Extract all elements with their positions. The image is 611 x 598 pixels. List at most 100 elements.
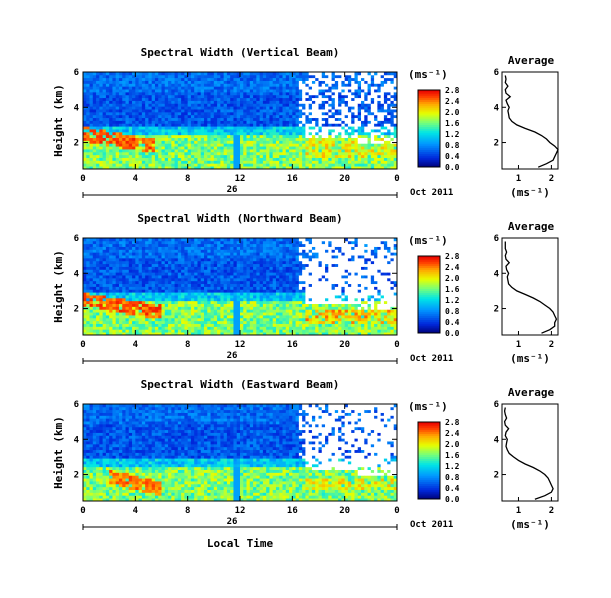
heatmap-cell bbox=[370, 100, 375, 104]
heatmap-cell bbox=[223, 114, 228, 119]
heatmap-cell bbox=[230, 103, 234, 107]
heatmap-cell bbox=[200, 143, 205, 147]
heatmap-cell bbox=[200, 323, 205, 327]
heatmap-cell bbox=[102, 272, 107, 276]
heatmap-cell bbox=[158, 263, 162, 267]
heatmap-cell bbox=[305, 163, 310, 167]
heatmap-cell bbox=[374, 109, 378, 113]
heatmap-cell bbox=[240, 106, 244, 110]
heatmap-cell bbox=[200, 140, 205, 144]
heatmap-cell bbox=[158, 131, 162, 136]
heatmap-cell bbox=[168, 94, 172, 99]
heatmap-cell bbox=[105, 106, 110, 110]
heatmap-cell bbox=[217, 166, 221, 170]
heatmap-cell bbox=[125, 149, 130, 153]
heatmap-cell bbox=[253, 97, 257, 101]
heatmap-cell bbox=[328, 166, 332, 170]
heatmap-cell bbox=[236, 312, 241, 316]
heatmap-cell bbox=[187, 80, 192, 84]
heatmap-cell bbox=[311, 74, 316, 79]
heatmap-cell bbox=[338, 143, 342, 147]
heatmap-cell bbox=[174, 131, 179, 136]
heatmap-cell bbox=[96, 286, 100, 290]
heatmap-cell bbox=[174, 129, 179, 133]
heatmap-cell bbox=[99, 109, 104, 113]
heatmap-cell bbox=[210, 252, 215, 256]
heatmap-cell bbox=[194, 143, 198, 147]
heatmap-cell bbox=[122, 332, 126, 336]
heatmap-cell bbox=[328, 129, 332, 133]
heatmap-cell bbox=[168, 272, 172, 276]
heatmap-cell bbox=[181, 123, 185, 127]
heatmap-cell bbox=[86, 255, 90, 259]
heatmap-cell bbox=[181, 126, 185, 130]
heatmap-cell bbox=[105, 243, 110, 247]
heatmap-cell bbox=[347, 126, 352, 130]
heatmap-cell bbox=[295, 120, 300, 124]
heatmap-cell bbox=[197, 295, 202, 299]
heatmap-cell bbox=[109, 280, 113, 285]
heatmap-cell bbox=[125, 163, 130, 167]
heatmap-cell bbox=[184, 143, 189, 147]
heatmap-cell bbox=[187, 103, 192, 107]
heatmap-cell bbox=[194, 80, 198, 84]
heatmap-cell bbox=[197, 246, 202, 250]
heatmap-cell bbox=[213, 94, 218, 99]
heatmap-cell bbox=[122, 97, 126, 101]
heatmap-cell bbox=[190, 275, 195, 279]
heatmap-cell bbox=[217, 97, 221, 101]
heatmap-cell bbox=[377, 100, 382, 104]
heatmap-cell bbox=[305, 83, 310, 87]
heatmap-cell bbox=[177, 163, 182, 167]
heatmap-cell bbox=[334, 134, 339, 139]
heatmap-cell bbox=[128, 317, 133, 322]
heatmap-cell bbox=[154, 257, 159, 262]
heatmap-cell bbox=[213, 300, 218, 305]
heatmap-cell bbox=[341, 109, 346, 113]
heatmap-cell bbox=[128, 111, 133, 116]
heatmap-cell bbox=[115, 329, 120, 333]
heatmap-cell bbox=[236, 106, 241, 110]
heatmap-cell bbox=[177, 117, 182, 121]
heatmap-cell bbox=[168, 151, 172, 156]
heatmap-cell bbox=[184, 240, 189, 245]
heatmap-cell bbox=[217, 140, 221, 144]
heatmap-cell bbox=[112, 149, 117, 153]
heatmap-cell bbox=[184, 72, 189, 76]
heatmap-cell bbox=[374, 163, 378, 167]
heatmap-cell bbox=[367, 89, 372, 93]
heatmap-cell bbox=[122, 280, 126, 285]
heatmap-cell bbox=[233, 297, 238, 302]
heatmap-cell bbox=[354, 83, 359, 87]
heatmap-cell bbox=[158, 123, 162, 127]
heatmap-cell bbox=[207, 255, 211, 259]
heatmap-cell bbox=[168, 295, 172, 299]
heatmap-cell bbox=[109, 312, 113, 316]
heatmap-cell bbox=[128, 303, 133, 307]
heatmap-cell bbox=[148, 275, 153, 279]
heatmap-cell bbox=[86, 103, 90, 107]
heatmap-cell bbox=[393, 157, 398, 161]
heatmap-cell bbox=[86, 297, 90, 302]
heatmap-cell bbox=[190, 137, 195, 141]
heatmap-cell bbox=[135, 277, 139, 282]
heatmap-cell bbox=[374, 91, 378, 96]
heatmap-cell bbox=[328, 114, 332, 119]
heatmap-cell bbox=[200, 80, 205, 84]
heatmap-cell bbox=[99, 103, 104, 107]
heatmap-cell bbox=[102, 140, 107, 144]
heatmap-cell bbox=[256, 120, 261, 124]
heatmap-cell bbox=[89, 303, 94, 307]
heatmap-cell bbox=[236, 272, 241, 276]
heatmap-cell bbox=[220, 146, 225, 150]
heatmap-cell bbox=[148, 240, 153, 245]
heatmap-cell bbox=[236, 266, 241, 270]
heatmap-cell bbox=[86, 149, 90, 153]
heatmap-cell bbox=[99, 320, 104, 324]
heatmap-cell bbox=[315, 137, 319, 141]
heatmap-cell bbox=[370, 109, 375, 113]
heatmap-cell bbox=[118, 94, 123, 99]
heatmap-cell bbox=[308, 166, 313, 170]
heatmap-cell bbox=[174, 280, 179, 285]
heatmap-cell bbox=[99, 117, 104, 121]
